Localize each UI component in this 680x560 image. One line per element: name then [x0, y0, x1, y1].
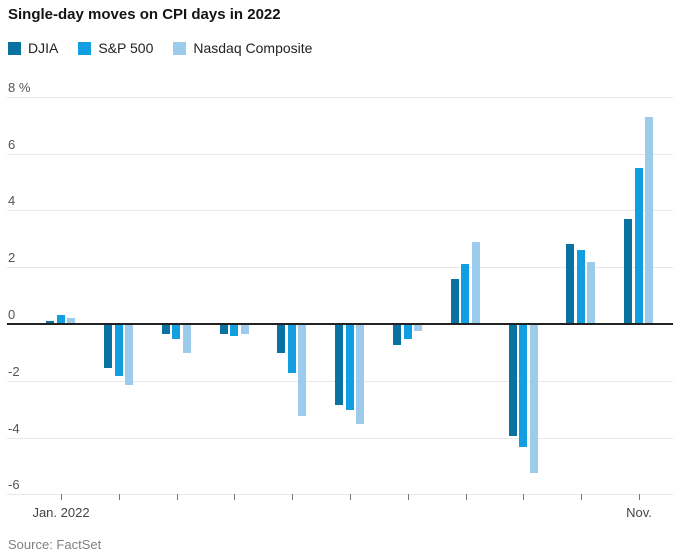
y-axis-tick-label: 8 %	[8, 79, 31, 95]
bar-djia	[508, 325, 517, 436]
bar-djia	[219, 325, 228, 334]
legend-swatch-nasdaq	[173, 41, 187, 55]
gridline	[7, 494, 673, 496]
bar-djia	[46, 321, 55, 324]
x-axis-tick	[61, 494, 62, 501]
bar-nasdaq	[529, 325, 538, 473]
bar-nasdaq	[182, 325, 191, 354]
bar-sp500	[345, 325, 354, 411]
bar-djia	[566, 244, 575, 324]
gridline	[7, 153, 673, 155]
bar-sp500	[576, 250, 585, 324]
bar-sp500	[461, 264, 470, 324]
legend-swatch-sp500	[78, 41, 92, 55]
bar-sp500	[403, 325, 412, 340]
bar-sp500	[172, 325, 181, 340]
bar-sp500	[114, 325, 123, 377]
bar-djia	[624, 218, 633, 324]
zero-baseline	[7, 323, 673, 325]
x-axis-tick	[350, 494, 351, 501]
y-axis-tick-label: 2	[8, 250, 16, 266]
gridline	[7, 210, 673, 212]
bar-nasdaq	[298, 325, 307, 416]
legend-item-djia: DJIA	[8, 40, 58, 56]
bar-djia	[393, 325, 402, 345]
x-axis-tick	[118, 494, 120, 501]
bar-nasdaq	[67, 318, 76, 324]
bar-sp500	[230, 325, 239, 337]
y-axis-tick-label: 6	[8, 136, 16, 152]
x-axis-tick	[639, 494, 640, 501]
x-axis-tick	[407, 494, 409, 501]
bar-djia	[450, 278, 459, 324]
gridline	[7, 96, 673, 98]
y-axis-tick-label: -4	[8, 420, 20, 436]
bar-nasdaq	[356, 325, 365, 425]
bar-djia	[104, 325, 113, 368]
x-axis-tick	[523, 494, 525, 501]
x-axis-label: Jan. 2022	[32, 505, 90, 520]
bar-nasdaq	[587, 261, 596, 324]
legend-label-nasdaq: Nasdaq Composite	[193, 40, 313, 56]
x-axis-label: Nov.	[626, 505, 652, 520]
y-axis-tick-label: -2	[8, 363, 20, 379]
x-axis-tick	[292, 494, 294, 501]
x-axis-tick	[234, 494, 236, 501]
bar-djia	[335, 325, 344, 405]
legend-swatch-djia	[8, 41, 21, 55]
bar-nasdaq	[645, 116, 654, 324]
bar-sp500	[634, 167, 643, 324]
x-axis-tick	[176, 494, 178, 501]
gridline	[7, 267, 673, 269]
bar-djia	[277, 325, 286, 354]
legend: DJIA S&P 500 Nasdaq Composite	[8, 40, 312, 56]
y-axis-tick-label: 0	[8, 307, 16, 322]
legend-item-nasdaq: Nasdaq Composite	[173, 40, 312, 56]
bar-sp500	[56, 315, 65, 324]
legend-label-sp500: S&P 500	[98, 40, 154, 56]
bar-nasdaq	[414, 325, 423, 331]
legend-item-sp500: S&P 500	[78, 40, 153, 56]
x-axis-tick	[581, 494, 583, 501]
bar-nasdaq	[125, 325, 134, 385]
bar-nasdaq	[240, 325, 249, 334]
chart-title: Single-day moves on CPI days in 2022	[8, 6, 281, 23]
bar-sp500	[287, 325, 296, 374]
y-axis-tick-label: -6	[8, 477, 20, 493]
bar-sp500	[519, 325, 528, 448]
x-axis-tick	[465, 494, 467, 501]
legend-label-djia: DJIA	[28, 40, 59, 56]
source-note: Source: FactSet	[8, 537, 102, 552]
gridline	[7, 437, 673, 439]
y-axis-tick-label: 4	[8, 193, 16, 209]
bar-djia	[161, 325, 170, 334]
bar-nasdaq	[471, 241, 480, 324]
